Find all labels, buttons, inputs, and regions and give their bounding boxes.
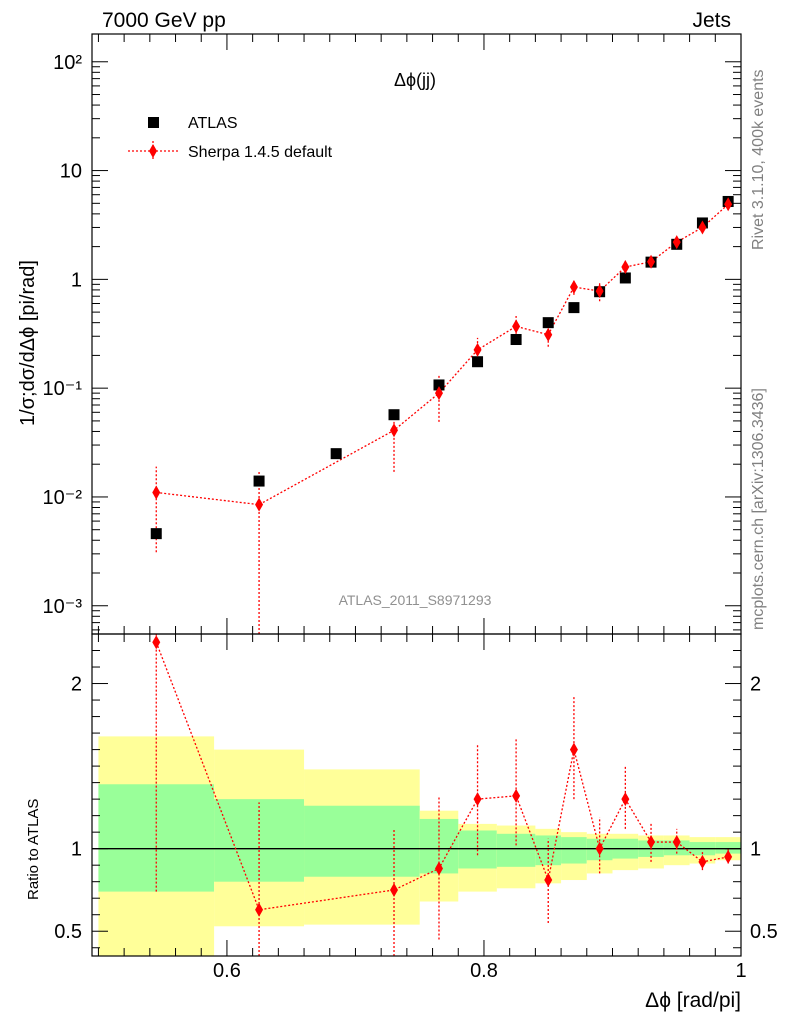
atlas-point [510, 334, 522, 346]
y-tick-label: 10 [60, 161, 82, 183]
ratio-point [544, 873, 553, 888]
ratio-point [724, 849, 733, 864]
atlas-point [330, 448, 342, 460]
top-axis-ticks: 10⁻³ 10⁻² 10⁻¹ 1 10 10² [43, 34, 742, 634]
y-tick-label: 10⁻¹ [43, 378, 83, 400]
ratio-y-tick-label: 1 [71, 839, 82, 861]
ratio-point [595, 841, 604, 856]
sherpa-point [255, 497, 264, 512]
ratio-data-layer [152, 634, 733, 956]
ratio-point [390, 882, 399, 897]
ratio-point [672, 835, 681, 850]
y-tick-label: 10² [53, 52, 82, 74]
process-label: Jets [692, 9, 731, 32]
ratio-point [647, 835, 656, 850]
stat-uncertainty-band [561, 837, 587, 864]
sherpa-point [647, 254, 656, 269]
ratio-point [569, 742, 578, 757]
mcplots-label: mcplots.cern.ch [arXiv:1306.3436] [750, 388, 767, 630]
sherpa-point [152, 485, 161, 500]
sherpa-point [724, 197, 733, 212]
observable-title: Δϕ(jj) [394, 70, 436, 90]
energy-label: 7000 GeV pp [102, 9, 226, 32]
atlas-point [472, 356, 484, 368]
ratio-point [621, 792, 630, 807]
top-data-layer [150, 195, 734, 634]
ratio-point [512, 788, 521, 803]
x-tick-label: 0.8 [470, 960, 498, 982]
ratio-y-tick-label-right: 1 [750, 839, 761, 861]
ratio-point [434, 861, 443, 876]
stat-uncertainty-band [715, 842, 741, 854]
atlas-point [433, 379, 445, 391]
atlas-point [619, 272, 631, 284]
rivet-version-label: Rivet 3.1.10, 400k events [750, 69, 767, 250]
ratio-axis-ticks: 0.5 0.51 12 20.6 0.8 1 [54, 634, 778, 982]
sherpa-point [473, 342, 482, 357]
sherpa-point [434, 386, 443, 401]
x-axis-label: Δϕ [rad/pi] [645, 989, 741, 1012]
sherpa-point [621, 259, 630, 274]
ratio-point [152, 635, 161, 650]
atlas-point [388, 409, 400, 421]
x-tick-label: 0.6 [213, 960, 241, 982]
ratio-panel-frame [91, 633, 742, 957]
y-tick-label: 10⁻³ [43, 596, 83, 618]
y-tick-label: 1 [71, 269, 82, 291]
legend-atlas-marker [148, 117, 159, 128]
ratio-point [473, 792, 482, 807]
y-axis-label: 1/σ;dσ/dΔϕ [pi/rad] [17, 260, 39, 426]
ratio-panel: Ratio to ATLAS 0.5 0.51 12 20.6 0.8 1 Δϕ [rad… [25, 633, 778, 1012]
ratio-point [698, 854, 707, 869]
x-tick-label: 1 [735, 960, 746, 982]
sherpa-point [512, 319, 521, 334]
main-panel: 1/σ;dσ/dΔϕ [pi/rad] Δϕ(jj) ATLAS_2011_S8… [17, 33, 742, 635]
sherpa-point [698, 220, 707, 235]
legend-sherpa-label: Sherpa 1.4.5 default [188, 144, 333, 161]
atlas-point [253, 475, 265, 487]
stat-uncertainty-band [304, 805, 420, 877]
ratio-y-tick-label: 0.5 [54, 921, 82, 943]
ratio-point [255, 902, 264, 917]
ratio-y-axis-label: Ratio to ATLAS [25, 799, 42, 900]
sherpa-line [156, 203, 729, 506]
atlas-point [542, 317, 554, 329]
legend: ATLAS Sherpa 1.4.5 default [128, 115, 333, 161]
legend-sherpa-marker [149, 144, 157, 158]
atlas-point [568, 302, 580, 314]
sherpa-point [595, 284, 604, 299]
stat-uncertainty-band [496, 833, 536, 867]
sherpa-point [544, 327, 553, 342]
ratio-y-tick-label: 2 [71, 674, 82, 696]
analysis-watermark: ATLAS_2011_S8971293 [339, 592, 492, 608]
sherpa-point [569, 280, 578, 295]
legend-atlas-label: ATLAS [188, 115, 238, 132]
sherpa-point [672, 235, 681, 250]
y-tick-label: 10⁻² [43, 487, 83, 509]
atlas-point [150, 528, 162, 540]
ratio-y-tick-label-right: 2 [750, 674, 761, 696]
sherpa-point [390, 423, 399, 438]
ratio-y-tick-label-right: 0.5 [750, 921, 778, 943]
ratio-uncertainty-bands [98, 736, 741, 956]
